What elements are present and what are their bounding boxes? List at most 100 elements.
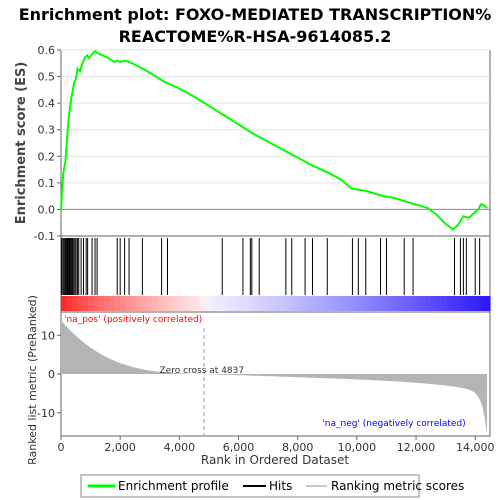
color-bar-segment [66, 296, 73, 311]
color-bar-segment [221, 296, 228, 311]
color-bar-segment [339, 296, 346, 311]
color-bar-segment [431, 296, 437, 311]
es-tick-label: 0.5 [38, 71, 56, 84]
color-bar-segment [425, 296, 432, 311]
legend-label-hits: Hits [269, 479, 292, 493]
enrichment-profile-line [60, 50, 488, 231]
x-tick-label: 2,000 [104, 441, 136, 454]
color-bar-segment [473, 296, 480, 311]
color-bar-segment [361, 296, 368, 311]
es-tick-label: 0.3 [38, 124, 56, 137]
color-bar-segment [313, 296, 319, 311]
color-bar-segment [270, 296, 277, 311]
color-bar-segment [329, 296, 336, 311]
color-bar-segment [93, 296, 100, 311]
x-tick-label: 12,000 [397, 441, 436, 454]
color-bar-segment [162, 296, 169, 311]
metric-yaxis-label: Ranked list metric (PreRanked) [26, 295, 39, 465]
color-bar-segment [243, 296, 250, 311]
color-bar-segment [286, 296, 293, 311]
x-tick-label: 10,000 [338, 441, 377, 454]
color-bar-segment [457, 296, 464, 311]
color-bar-segment [125, 296, 132, 311]
hits-panel [60, 235, 491, 313]
color-bar-segment [441, 296, 448, 311]
color-bar-segment [173, 296, 180, 311]
color-bar-segment [109, 296, 116, 311]
color-bar-segment [232, 296, 239, 311]
color-bar-segment [189, 296, 196, 311]
color-bar-segment [436, 296, 443, 311]
xaxis-ticks: 0 2,000 4,000 6,000 8,000 10,000 12,000 14,000 [58, 436, 495, 454]
es-yaxis-label: Enrichment score (ES) [14, 62, 29, 225]
metric-tick-label: 0 [48, 368, 55, 381]
color-bar-segment [366, 296, 373, 311]
color-bar-segment [130, 296, 137, 311]
color-bar-segment [291, 296, 298, 311]
color-bar-segment [318, 296, 325, 311]
color-bar-segment [479, 296, 486, 311]
x-tick-label: 6,000 [223, 441, 255, 454]
na-neg-label: 'na_neg' (negatively correlated) [322, 419, 465, 429]
color-bar-segment [184, 296, 191, 311]
color-bar-segment [152, 296, 159, 311]
color-bar-segment [355, 296, 362, 311]
color-bar-segment [61, 296, 67, 311]
zero-cross-label: Zero cross at 4837 [160, 366, 245, 376]
es-tick-label: 0.2 [38, 150, 56, 163]
color-bar-segment [114, 296, 121, 311]
color-bar-segment [248, 296, 255, 311]
color-bar-segment [420, 296, 427, 311]
legend-label-metric: Ranking metric scores [331, 479, 464, 493]
metric-panel: Zero cross at 4837 'na_pos' (positively … [26, 295, 494, 467]
xaxis-label: Rank in Ordered Dataset [201, 453, 349, 467]
es-tick-label: 0.1 [38, 177, 56, 190]
es-tick-label: 0.6 [38, 44, 56, 57]
metric-tick-label: 10 [41, 329, 55, 342]
color-bar-segment [103, 296, 110, 311]
x-tick-label: 14,000 [456, 441, 495, 454]
color-bar-segment [71, 296, 78, 311]
es-tick-label: -0.1 [34, 230, 55, 243]
color-bar-segment [168, 296, 175, 311]
color-bar-segment [98, 296, 105, 311]
color-bar-segment [254, 296, 261, 311]
color-bar-segment [275, 296, 282, 311]
color-bar-segment [237, 296, 244, 311]
color-bar-segment [409, 296, 416, 311]
color-bar-segment [77, 296, 84, 311]
metric-tick-label: -10 [37, 407, 55, 420]
color-bar-segment [382, 296, 389, 311]
color-bar-segment [388, 296, 395, 311]
legend: Enrichment profile Hits Ranking metric s… [80, 474, 464, 498]
color-bar-segment [302, 296, 309, 311]
color-bar-segment [259, 296, 266, 311]
color-bar-segment [404, 296, 411, 311]
color-bar-segment [82, 296, 89, 311]
color-bar-segment [468, 296, 475, 311]
es-yaxis-ticks: 0.6 0.5 0.4 0.3 0.2 0.1 0.0 -0.1 [34, 44, 61, 243]
color-bar-segment [280, 296, 287, 311]
enrichment-panel: 0.6 0.5 0.4 0.3 0.2 0.1 0.0 -0.1 Enrichment sco… [14, 44, 491, 243]
color-bar-segment [157, 296, 164, 311]
color-bar-segment [323, 296, 330, 311]
color-bar-segment [264, 296, 271, 311]
plot-title-line2: REACTOME%R-HSA-9614085.2 [119, 27, 392, 46]
hit-markers [60, 238, 481, 295]
color-bar-segment [393, 296, 400, 311]
color-bar-segment [141, 296, 148, 311]
es-tick-label: 0.4 [38, 97, 56, 110]
ranking-metric-area [61, 320, 488, 435]
color-bar-segment [178, 296, 185, 311]
color-bar-segment [200, 296, 207, 311]
color-bar-segment [452, 296, 459, 311]
color-bar-segment [447, 296, 454, 311]
color-bar-segment [87, 296, 94, 311]
plot-title-line1: Enrichment plot: FOXO-MEDIATED TRANSCRIP… [19, 5, 492, 24]
x-tick-label: 4,000 [164, 441, 196, 454]
x-tick-label: 0 [58, 441, 65, 454]
ranking-color-bar [61, 296, 491, 311]
color-bar-segment [205, 296, 212, 311]
color-bar-segment [296, 296, 303, 311]
